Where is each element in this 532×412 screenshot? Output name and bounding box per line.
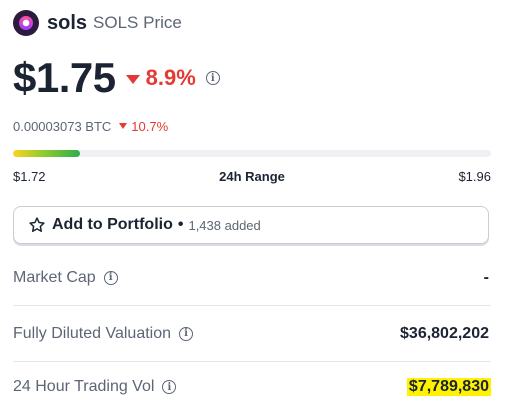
stat-row-market-cap: Market Cap i - <box>13 250 491 306</box>
range-label: 24h Range <box>219 168 285 184</box>
add-to-portfolio-button[interactable]: Add to Portfolio • 1,438 added <box>13 206 489 244</box>
caret-down-icon <box>119 123 128 129</box>
range-bar <box>13 150 491 157</box>
stat-value: $36,802,202 <box>400 324 489 342</box>
coin-name: sols <box>47 11 88 34</box>
sols-logo-icon <box>13 10 39 36</box>
btc-price: 0.00003073 BTC <box>13 118 112 134</box>
range-low: $1.72 <box>13 168 46 184</box>
price-change-24h: 8.9% <box>145 65 196 90</box>
stat-row-24h-trading-vol: 24 Hour Trading Vol i $7,789,830 <box>13 362 491 412</box>
coin-header: sols SOLS Price <box>13 8 182 38</box>
current-price: $1.75 <box>13 54 116 101</box>
btc-price-row: 0.00003073 BTC 10.7% <box>13 116 168 136</box>
range-bar-fill <box>13 150 80 157</box>
separator-dot: • <box>177 216 184 233</box>
star-icon <box>28 216 46 234</box>
btc-change: 10.7% <box>131 118 169 134</box>
stat-label: 24 Hour Trading Vol <box>13 378 155 395</box>
caret-down-icon <box>125 74 140 84</box>
stat-value: - <box>483 268 489 286</box>
range-high: $1.96 <box>458 168 491 184</box>
stat-row-fully-diluted-valuation: Fully Diluted Valuation i $36,802,202 <box>13 306 491 362</box>
stat-value-highlighted: $7,789,830 <box>406 378 491 396</box>
coin-subtitle: SOLS Price <box>93 13 182 32</box>
info-icon[interactable]: i <box>103 270 118 285</box>
portfolio-count: 1,438 added <box>188 217 261 233</box>
info-icon[interactable]: i <box>179 326 194 341</box>
range-labels: $1.72 24h Range $1.96 <box>13 167 491 185</box>
stat-label: Market Cap <box>13 268 96 286</box>
info-icon[interactable]: i <box>162 380 177 394</box>
stat-label: Fully Diluted Valuation <box>13 324 172 342</box>
portfolio-label: Add to Portfolio <box>52 216 173 233</box>
price-row: $1.75 8.9% i <box>13 54 220 101</box>
info-icon[interactable]: i <box>205 71 220 85</box>
